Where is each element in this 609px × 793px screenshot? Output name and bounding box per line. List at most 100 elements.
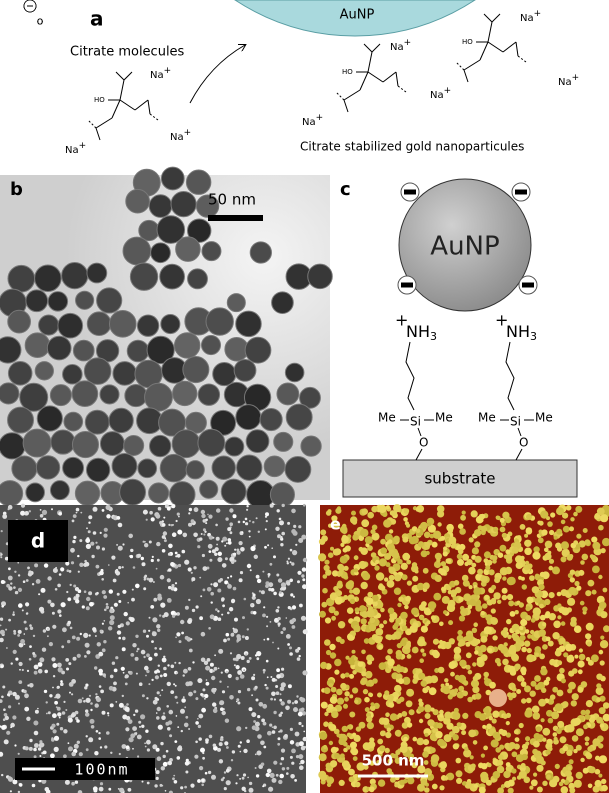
particle xyxy=(547,717,554,724)
particle xyxy=(387,658,395,666)
particle xyxy=(474,529,482,537)
particle xyxy=(542,737,547,742)
particle xyxy=(452,711,461,721)
particle xyxy=(501,587,508,594)
particle xyxy=(188,598,191,602)
particle xyxy=(264,528,267,531)
particle xyxy=(256,657,260,661)
panel-label: e xyxy=(330,515,341,534)
particle xyxy=(411,562,418,568)
nanoparticle xyxy=(199,479,219,499)
particle xyxy=(94,751,99,756)
gold-nanoparticle xyxy=(398,178,532,312)
particle xyxy=(99,531,102,535)
particle xyxy=(278,713,282,717)
particle xyxy=(282,627,287,631)
particle xyxy=(350,747,359,756)
particle xyxy=(17,562,20,564)
particle xyxy=(557,660,563,666)
particle xyxy=(477,568,484,575)
particle xyxy=(262,785,265,788)
particle xyxy=(22,580,26,583)
particle xyxy=(23,643,26,645)
particle xyxy=(442,551,448,557)
counterion: Na+ xyxy=(65,141,86,157)
particle xyxy=(19,668,21,671)
particle xyxy=(244,636,249,640)
particle xyxy=(457,548,464,555)
particle xyxy=(109,608,114,614)
particle xyxy=(241,531,244,533)
particle xyxy=(587,783,593,789)
nanoparticle xyxy=(263,455,286,478)
particle xyxy=(12,691,17,697)
particle xyxy=(601,778,607,785)
particle xyxy=(208,627,211,630)
particle xyxy=(430,707,435,712)
particle xyxy=(248,657,252,660)
particle xyxy=(232,657,236,661)
particle xyxy=(195,697,199,701)
particle xyxy=(516,689,522,694)
particle xyxy=(140,714,146,720)
particle xyxy=(162,754,166,759)
particle xyxy=(26,716,31,721)
particle xyxy=(472,686,480,694)
nanoparticle xyxy=(125,188,150,214)
particle xyxy=(515,629,520,635)
particle xyxy=(229,695,234,700)
particle xyxy=(499,517,505,523)
particle xyxy=(297,711,303,717)
particle xyxy=(7,776,12,781)
nanoparticle xyxy=(61,262,89,290)
particle xyxy=(209,662,214,667)
amine-symbol: NH xyxy=(506,322,530,341)
particle xyxy=(524,547,532,556)
particle xyxy=(263,606,266,609)
particle xyxy=(152,617,158,623)
particle xyxy=(375,572,385,581)
bond xyxy=(455,61,465,71)
particle xyxy=(238,690,241,693)
particle xyxy=(502,633,508,638)
particle xyxy=(122,589,127,594)
particle xyxy=(573,625,582,633)
particle xyxy=(71,635,76,640)
particle xyxy=(155,712,158,714)
particle xyxy=(125,745,130,749)
particle xyxy=(558,637,566,645)
particle xyxy=(275,691,280,695)
particle xyxy=(116,592,120,596)
particle xyxy=(41,509,48,515)
particle xyxy=(353,734,361,743)
particle xyxy=(23,689,27,694)
particle xyxy=(225,768,230,773)
particle xyxy=(582,528,588,533)
particle xyxy=(380,607,385,613)
particle xyxy=(205,522,208,525)
particle xyxy=(336,733,341,738)
particle xyxy=(113,681,117,686)
particle xyxy=(115,701,118,703)
particle xyxy=(192,661,195,664)
particle xyxy=(406,722,413,728)
particle xyxy=(407,776,415,785)
particle xyxy=(229,531,233,535)
particle xyxy=(204,771,208,775)
particle xyxy=(206,658,211,662)
panel-label: b xyxy=(10,179,23,200)
particle xyxy=(227,582,230,585)
particle xyxy=(217,747,221,752)
particle xyxy=(208,535,214,540)
methyl: Me xyxy=(378,411,396,425)
particle xyxy=(176,756,181,760)
particle xyxy=(553,620,561,629)
particle xyxy=(219,737,224,742)
particle xyxy=(280,582,287,588)
bond xyxy=(119,99,136,111)
particle xyxy=(582,767,589,774)
particle xyxy=(96,545,100,550)
particle xyxy=(299,603,303,608)
particle xyxy=(511,768,517,774)
particle xyxy=(63,700,66,704)
